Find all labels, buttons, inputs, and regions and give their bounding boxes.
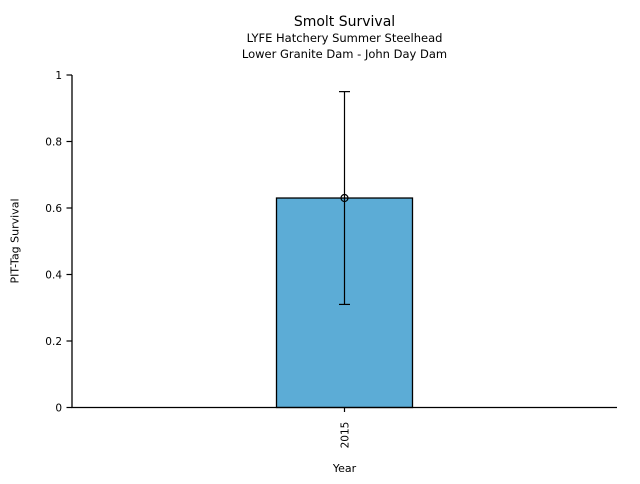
x-axis-ticks: 2015: [339, 407, 351, 449]
x-axis-label: Year: [332, 462, 357, 475]
estimate-marker-circle: [340, 193, 349, 203]
bar-series: [275, 91, 414, 409]
chart-subtitle-line1: LYFE Hatchery Summer Steelhead: [247, 31, 443, 45]
y-tick-label: 0.2: [45, 336, 62, 348]
y-axis-label: PIT-Tag Survival: [9, 198, 22, 283]
y-axis-ticks: 0 0.2 0.4 0.6 0.8 1: [45, 70, 72, 414]
y-tick-label: 0.8: [45, 136, 62, 148]
y-tick-label: 0.4: [45, 269, 62, 281]
y-tick-label: 0.6: [45, 203, 62, 215]
chart-subtitle-line2: Lower Granite Dam - John Day Dam: [242, 47, 447, 61]
y-tick-label: 0: [55, 402, 62, 414]
y-tick-label: 1: [55, 70, 62, 82]
chart-title: Smolt Survival: [294, 14, 395, 30]
x-tick-label: 2015: [339, 422, 351, 449]
